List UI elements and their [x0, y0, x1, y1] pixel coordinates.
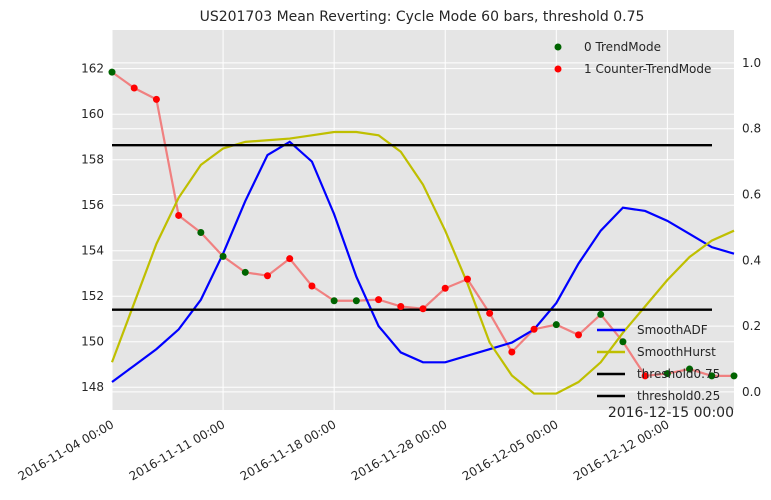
legend-bottom: SmoothADF SmoothHurst threshold0.75 thresho…	[597, 323, 720, 403]
y-right-tick-label: 0.4	[742, 253, 761, 267]
x-tick-label: 2016-11-04 00:00	[16, 417, 117, 483]
price-point	[463, 275, 471, 283]
y-right-tick-label: 0.2	[742, 319, 761, 333]
price-point	[730, 372, 738, 380]
y-right-tick-label: 1.0	[742, 56, 761, 70]
series-line-smoothadf	[111, 140, 735, 383]
price-point	[597, 310, 605, 318]
x-tick-label: 2016-11-18 00:00	[238, 417, 339, 483]
chart-title: US201703 Mean Reverting: Cycle Mode 60 b…	[200, 9, 645, 25]
plot-area	[112, 30, 734, 410]
price-point	[419, 305, 427, 313]
y-left-tick-label: 154	[81, 244, 104, 258]
price-point	[352, 297, 360, 305]
price-point	[619, 338, 627, 346]
y-left-tick-label: 156	[81, 198, 104, 212]
price-point	[686, 365, 694, 373]
price-point	[308, 282, 316, 290]
price-point	[264, 272, 271, 280]
y-left-tick-label: 158	[81, 153, 104, 167]
y-left-tick-label: 162	[81, 62, 104, 76]
legend-top-label: 1 Counter-TrendMode	[584, 62, 711, 76]
price-point	[330, 297, 338, 305]
x-tick-label: 2016-11-28 00:00	[349, 417, 450, 483]
legend-bottom-label: SmoothHurst	[637, 345, 716, 359]
y-right-tick-label: 0.8	[742, 122, 761, 136]
legend-top-marker	[554, 43, 562, 51]
price-point	[552, 321, 560, 329]
y-right-tick-label: 0.0	[742, 385, 761, 399]
price-point	[508, 348, 516, 356]
plot-background	[112, 30, 734, 410]
x-tick-label: 2016-11-11 00:00	[127, 417, 228, 483]
corner-date-label: 2016-12-15 00:00	[608, 405, 734, 421]
y-left-tick-label: 148	[81, 380, 104, 394]
price-point	[130, 84, 138, 92]
price-markers	[108, 68, 738, 380]
x-tick-label: 2016-12-12 00:00	[571, 417, 672, 483]
legend-top-marker	[554, 65, 562, 73]
series-line-smoothhurst	[110, 130, 735, 395]
price-point	[486, 309, 494, 317]
price-point	[108, 68, 116, 76]
price-point	[286, 255, 294, 263]
price-point	[397, 302, 405, 310]
price-point	[375, 296, 383, 304]
y-left-tick-label: 150	[81, 335, 104, 349]
y-left-tick-label: 160	[81, 107, 104, 121]
legend-top: 0 TrendMode 1 Counter-TrendMode	[554, 40, 711, 76]
price-point	[152, 95, 160, 103]
price-point	[175, 211, 183, 219]
price-point	[530, 325, 538, 333]
grid-lines	[111, 30, 734, 410]
x-tick-label: 2016-12-05 00:00	[460, 417, 561, 483]
legend-bottom-label: threshold0.25	[637, 389, 720, 403]
price-point	[197, 229, 205, 237]
y-right-tick-label: 0.6	[742, 188, 761, 202]
price-point	[575, 331, 582, 339]
legend-top-label: 0 TrendMode	[584, 40, 661, 54]
series-layer	[110, 71, 735, 395]
legend-bottom-label: threshold0.75	[637, 367, 720, 381]
price-point	[641, 372, 649, 380]
price-point	[241, 268, 249, 276]
price-point	[663, 370, 671, 378]
price-point	[219, 252, 227, 260]
price-point	[441, 284, 449, 292]
legend-bottom-label: SmoothADF	[637, 323, 708, 337]
y-left-tick-label: 152	[81, 289, 104, 303]
price-point	[708, 372, 716, 380]
